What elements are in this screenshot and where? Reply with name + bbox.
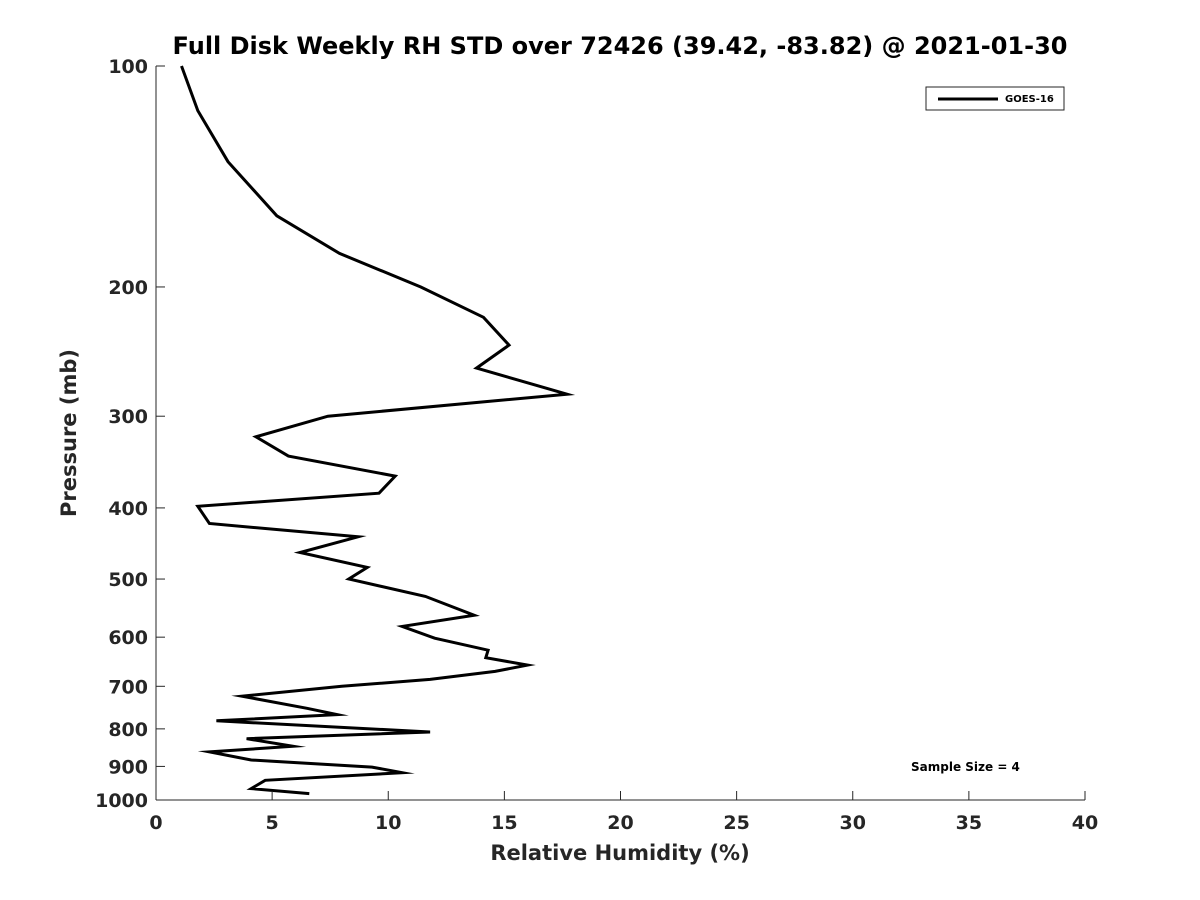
- y-tick-label: 500: [108, 569, 148, 591]
- x-tick-label: 10: [375, 812, 401, 834]
- x-tick-label: 25: [723, 812, 749, 834]
- x-tick-label: 5: [266, 812, 279, 834]
- x-tick-label: 40: [1072, 812, 1098, 834]
- y-tick-label: 1000: [95, 790, 148, 812]
- series-line-goes-16: [180, 65, 576, 796]
- plot-background: [156, 66, 1085, 800]
- y-tick-label: 600: [108, 627, 148, 649]
- y-tick-label: 800: [108, 719, 148, 741]
- y-tick-label: 100: [108, 56, 148, 78]
- x-tick-label: 35: [956, 812, 982, 834]
- x-tick-label: 15: [491, 812, 517, 834]
- axes-layer: 0 5 10 15 20 25 30 35 40 100 200 300 400 500 600 700 800…: [95, 56, 1098, 834]
- series-layer: [180, 65, 576, 796]
- y-tick-label: 900: [108, 756, 148, 778]
- sample-size-annotation: Sample Size = 4: [911, 760, 1020, 774]
- chart-title: Full Disk Weekly RH STD over 72426 (39.4…: [173, 32, 1068, 60]
- y-tick-label: 400: [108, 498, 148, 520]
- legend-label-goes-16: GOES-16: [1005, 94, 1054, 105]
- y-tick-label: 700: [108, 676, 148, 698]
- legend: GOES-16: [925, 86, 1065, 111]
- x-tick-label: 30: [840, 812, 866, 834]
- y-tick-label: 200: [108, 277, 148, 299]
- x-tick-label: 0: [149, 812, 162, 834]
- x-axis-label: Relative Humidity (%): [490, 841, 749, 865]
- y-axis-label: Pressure (mb): [57, 349, 81, 517]
- x-tick-label: 20: [607, 812, 633, 834]
- plot-area: 0 5 10 15 20 25 30 35 40 100 200 300 400 500 600 700 800…: [95, 56, 1098, 834]
- y-tick-label: 300: [108, 406, 148, 428]
